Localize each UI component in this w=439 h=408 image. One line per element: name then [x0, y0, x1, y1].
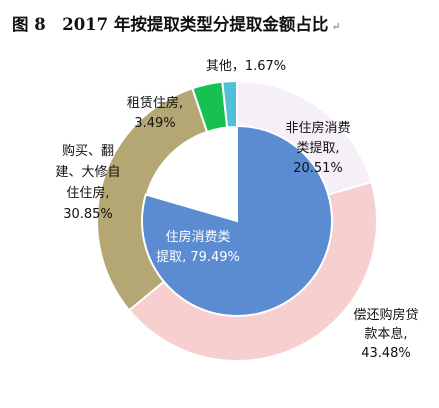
outer-ring [96, 79, 378, 362]
chart-title: 图 8 2017 年按提取类型分提取金额占比 ↵ [12, 14, 341, 34]
outer-slice-label-5: 其他，1.67% [206, 59, 286, 74]
outer-slice-label-1: 非住房消费类提取, 20.51% [285, 120, 350, 176]
inner-slice-label: 住房消费类提取, 79.49% [156, 229, 240, 265]
inner-slice-housing-consumption [141, 124, 333, 317]
slice-labels: 非住房消费类提取, 20.51% 偿还购房贷款本息, 43.48% 购买、翻建、大修自住… [55, 59, 418, 361]
outer-slice-label-4: 租赁住房, 3.49% [127, 95, 183, 131]
inner-pie [141, 124, 333, 317]
chart-title-text: 图 8 2017 年按提取类型分提取金额占比 [12, 14, 328, 34]
outer-slice-label-3: 购买、翻建、大修自住住房, 30.85% [55, 143, 120, 222]
paragraph-mark: ↵ [331, 20, 340, 33]
outer-slice-label-2: 偿还购房贷款本息, 43.48% [353, 307, 418, 361]
